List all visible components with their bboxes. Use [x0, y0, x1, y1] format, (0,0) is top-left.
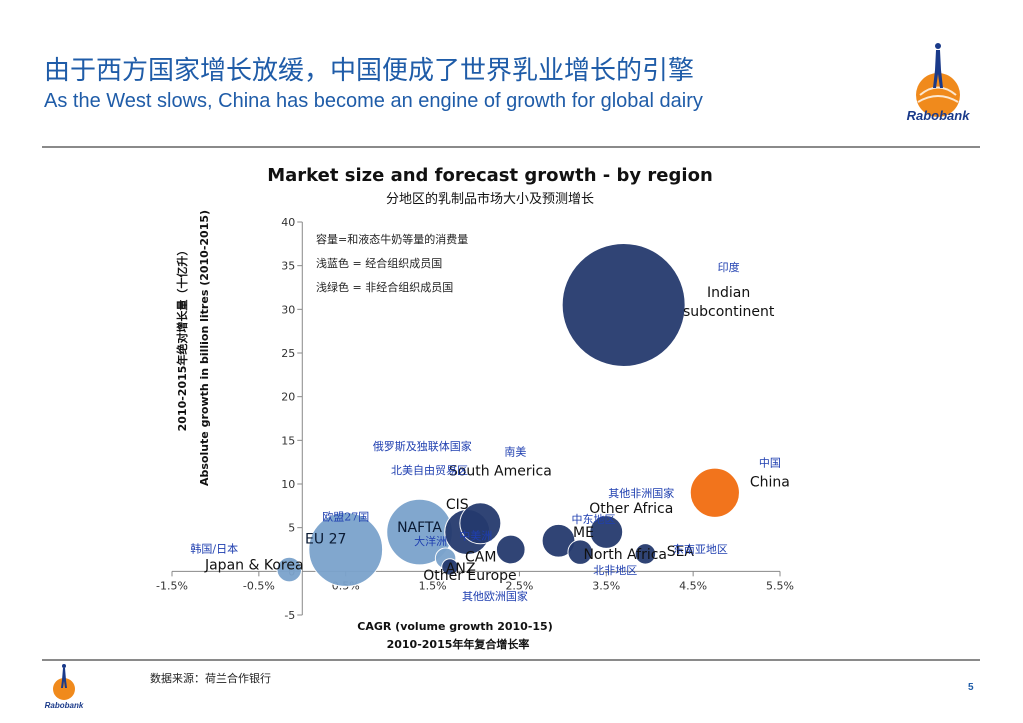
label-indian-subcontinent-2: subcontinent: [683, 304, 775, 320]
bubble-north-africa: [567, 539, 594, 565]
rabobank-logo: [916, 43, 960, 117]
y-tick-label: -5: [284, 609, 295, 622]
label-cn-south-america: 南美: [504, 445, 526, 458]
label-cn-cam: 中美洲: [459, 530, 492, 543]
bubble-south-america: [459, 502, 502, 545]
label-cn-nafta: 北美自由贸易区: [391, 463, 468, 477]
label-sea: SEA: [667, 544, 695, 560]
label-cn-north-africa: 北非地区: [593, 564, 637, 577]
label-other-europe: Other Europe: [423, 568, 516, 584]
label-japan-korea: Japan & Korea: [204, 558, 304, 574]
footer-divider: [42, 659, 980, 661]
legend-note: 浅绿色 = 非经合组织成员国: [316, 280, 453, 294]
source-note: 数据来源：荷兰合作银行: [150, 672, 271, 685]
chart-title: Market size and forecast growth - by reg…: [267, 165, 713, 186]
label-cn-sea: 东南亚地区: [673, 543, 728, 556]
label-other-africa: Other Africa: [589, 501, 673, 517]
x-tick-label: 3.5%: [592, 579, 620, 592]
y-tick-label: 10: [281, 478, 295, 491]
x-axis-title: CAGR (volume growth 2010-15): [357, 620, 552, 633]
bubble-chart: 4035302520151050-5-1.5%-0.5%0.5%1.5%2.5%…: [156, 165, 794, 651]
label-cn-cis: 俄罗斯及独联体国家: [373, 439, 472, 453]
label-me: ME: [573, 525, 594, 541]
label-cn-me: 中东地区: [572, 513, 616, 526]
y-tick-label: 40: [281, 216, 295, 229]
y-tick-label: 25: [281, 347, 295, 360]
x-tick-label: 4.5%: [679, 579, 707, 592]
y-axis-title: Absolute growth in billion litres (2010-…: [198, 210, 211, 486]
label-cn-anz: 大洋洲: [414, 534, 447, 548]
x-tick-label: 2.5%: [505, 579, 533, 592]
label-indian-subcontinent: Indian: [707, 285, 750, 301]
x-axis-title-cn: 2010-2015年年复合增长率: [387, 637, 530, 651]
y-tick-label: 5: [288, 522, 295, 535]
label-north-africa: North Africa: [583, 547, 667, 563]
x-tick-label: -0.5%: [243, 579, 275, 592]
x-tick-label: -1.5%: [156, 579, 188, 592]
label-cn-other-europe: 其他欧洲国家: [462, 589, 528, 603]
label-nafta: NAFTA: [397, 520, 442, 536]
legend-note: 容量=和液态牛奶等量的消费量: [316, 232, 468, 246]
x-tick-label: 5.5%: [766, 579, 794, 592]
label-cn-other-africa: 其他非洲国家: [608, 486, 674, 500]
logo-small-text: Rabobank: [45, 701, 84, 710]
label-south-america: South America: [449, 463, 552, 479]
y-tick-label: 20: [281, 391, 295, 404]
label-eu-27: EU 27: [305, 532, 346, 548]
bubble-indian-subcontinent: [561, 242, 686, 367]
legend-note: 浅蓝色 = 经合组织成员国: [316, 256, 442, 270]
y-tick-label: 30: [281, 303, 295, 316]
y-tick-label: 15: [281, 434, 295, 447]
bubble-eu-27: [308, 512, 384, 587]
page-number: 5: [968, 682, 974, 693]
logo-text: Rabobank: [906, 108, 970, 123]
y-tick-label: 35: [281, 260, 295, 273]
page-title-cn: 由于西方国家增长放缓，中国便成了世界乳业增长的引擎: [44, 56, 695, 86]
x-tick-label: 1.5%: [419, 579, 447, 592]
label-cn-japan-korea: 韩国/日本: [190, 542, 238, 556]
label-anz: ANZ: [446, 561, 476, 577]
bubble-japan-korea: [276, 556, 303, 583]
bubble-other-europe: [441, 558, 459, 576]
y-axis-title-cn: 2010-2015年绝对增长量（十亿升）: [175, 245, 189, 432]
chart-subtitle: 分地区的乳制品市场大小及预测增长: [386, 191, 594, 207]
bubble-other-africa: [589, 515, 624, 549]
page-title-en: As the West slows, China has become an e…: [44, 90, 703, 112]
header-divider: [42, 146, 980, 148]
bubble-china: [689, 467, 740, 518]
label-cn-indian-subcontinent: 印度: [718, 260, 740, 274]
label-cis: CIS: [446, 497, 469, 513]
label-cn-eu-27: 欧盟27国: [322, 511, 369, 524]
label-cn-china: 中国: [759, 457, 781, 470]
rabobank-logo-small: Rabobank: [45, 664, 84, 710]
label-cam: CAM: [465, 550, 496, 566]
label-china: China: [750, 475, 790, 491]
bubble-sea: [634, 543, 657, 565]
bubble-cam: [495, 534, 526, 565]
